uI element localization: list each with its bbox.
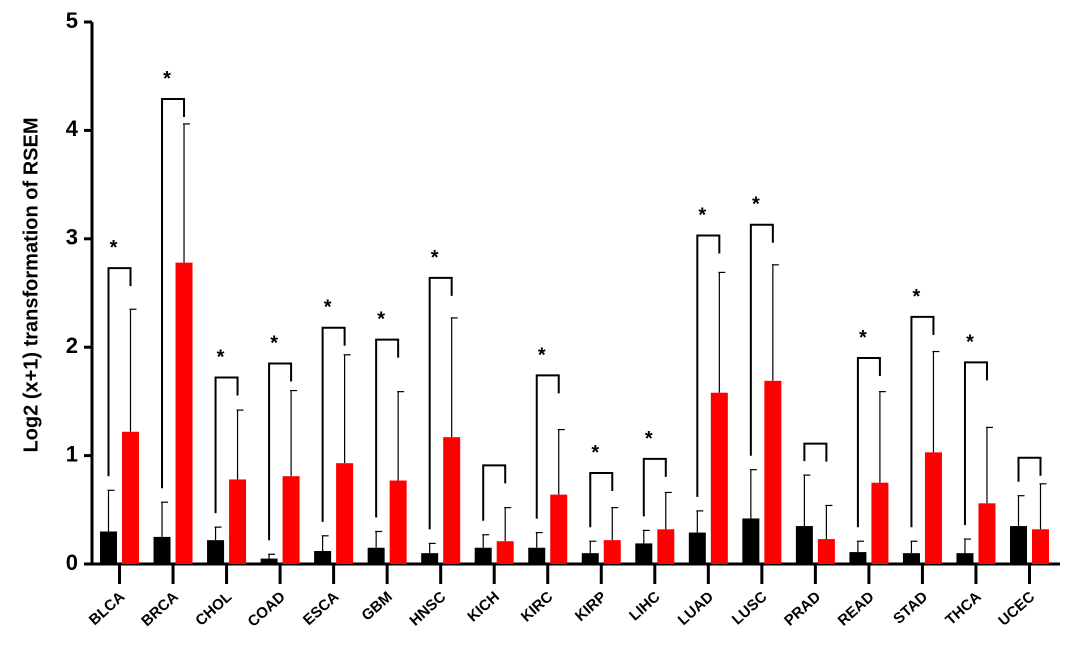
bar-normal xyxy=(153,536,171,564)
x-tick-label: CHOL xyxy=(192,588,235,629)
significance-star: * xyxy=(645,428,653,450)
significance-star: * xyxy=(966,331,974,353)
bar-normal xyxy=(635,543,653,564)
x-tick-label: KIRP xyxy=(572,588,610,625)
bar-tumor xyxy=(603,540,621,564)
significance-star: * xyxy=(859,327,867,349)
significance-star: * xyxy=(163,68,171,90)
bars xyxy=(100,123,1049,564)
bar-normal xyxy=(314,550,332,564)
x-tick-label: HNSC xyxy=(406,588,449,629)
bar-tumor xyxy=(764,380,782,564)
significance-bracket xyxy=(268,362,293,541)
y-tick-label: 2 xyxy=(66,333,78,358)
bar-normal xyxy=(849,552,867,564)
bar-tumor xyxy=(1032,529,1049,564)
significance-bracket xyxy=(428,276,453,530)
significance-bracket xyxy=(1017,456,1042,482)
x-tick-label: COAD xyxy=(245,588,289,630)
significance-bracket xyxy=(482,464,507,521)
bar-normal xyxy=(581,553,599,564)
x-tick-label: READ xyxy=(835,588,878,629)
x-tick-label: GBM xyxy=(358,588,395,624)
y-axis: 0 1 2 3 4 5 xyxy=(66,8,94,575)
significance-bracket xyxy=(963,361,988,526)
bar-normal xyxy=(528,547,546,564)
significance-star: * xyxy=(217,347,225,369)
bar-normal xyxy=(421,553,439,564)
x-tick-label: BLCA xyxy=(86,588,128,629)
bar-tumor xyxy=(817,539,835,564)
x-axis: BLCA BRCA CHOL COAD ESCA GBM HNSC KICH KIRC KIRP L… xyxy=(86,562,1060,631)
significance-star: * xyxy=(270,332,278,354)
significance-bracket xyxy=(214,376,239,514)
significance-bracket xyxy=(589,471,614,528)
significance-star: * xyxy=(538,344,546,366)
bar-normal xyxy=(956,553,974,564)
significance-star: * xyxy=(698,205,706,227)
bar-tumor xyxy=(229,479,247,564)
significance-star: * xyxy=(377,309,385,331)
bar-tumor xyxy=(550,494,568,564)
bar-tumor xyxy=(175,262,193,564)
bar-normal xyxy=(902,553,920,564)
x-tick-label: UCEC xyxy=(995,588,1038,629)
bar-tumor xyxy=(443,437,461,564)
significance-bracket xyxy=(375,338,400,518)
y-tick-label: 1 xyxy=(66,441,78,466)
x-tick-label: LUAD xyxy=(675,588,717,629)
significance-bracket xyxy=(910,315,935,528)
y-axis-title: Log2 (x+1) transformation of RSEM xyxy=(20,117,42,452)
bar-normal xyxy=(474,547,492,564)
bar-tumor xyxy=(122,431,139,564)
x-tick-label: ESCA xyxy=(300,588,342,629)
significance-bracket xyxy=(696,234,721,497)
x-tick-label: BRCA xyxy=(138,588,182,630)
y-tick-label: 0 xyxy=(66,550,78,575)
bar-normal xyxy=(688,532,706,564)
significance-bracket xyxy=(749,223,774,456)
bar-normal xyxy=(1010,526,1027,564)
x-tick-label: KIRC xyxy=(518,588,557,625)
significance-bracket xyxy=(856,357,881,528)
significance-bracket xyxy=(161,97,186,489)
bar-normal xyxy=(207,540,225,564)
significance-brackets: * * * * * * * * * * * * * * * xyxy=(107,68,1042,541)
bar-tumor xyxy=(924,452,942,564)
significance-bracket xyxy=(803,442,828,462)
significance-bracket xyxy=(535,374,560,519)
significance-bracket xyxy=(321,326,346,522)
significance-star: * xyxy=(752,194,760,216)
x-tick-label: LUSC xyxy=(729,588,771,628)
significance-bracket xyxy=(107,267,132,477)
significance-star: * xyxy=(913,286,921,308)
bar-normal xyxy=(795,526,813,564)
significance-star: * xyxy=(431,247,439,269)
x-tick-label: THCA xyxy=(942,588,984,629)
significance-bracket xyxy=(642,457,667,517)
x-tick-label: STAD xyxy=(890,588,931,627)
significance-star: * xyxy=(591,442,599,464)
bar-tumor xyxy=(657,529,675,564)
y-tick-label: 5 xyxy=(66,8,78,33)
bar-tumor xyxy=(336,463,354,564)
significance-star: * xyxy=(324,297,332,319)
y-tick-label: 4 xyxy=(66,116,79,141)
bar-normal xyxy=(742,518,760,564)
x-tick-label: KICH xyxy=(464,588,503,625)
x-tick-label: PRAD xyxy=(781,588,824,629)
bar-tumor xyxy=(496,541,514,564)
bar-tumor xyxy=(871,482,889,564)
y-tick-label: 3 xyxy=(66,225,78,250)
bar-tumor xyxy=(978,503,996,564)
bar-tumor xyxy=(389,480,407,564)
significance-star: * xyxy=(110,237,118,259)
bar-normal xyxy=(367,547,385,564)
bar-tumor xyxy=(710,392,728,564)
x-tick-label: LIHC xyxy=(626,588,664,624)
bar-tumor xyxy=(282,476,300,564)
bar-normal xyxy=(260,558,278,564)
bar-normal xyxy=(100,531,117,564)
